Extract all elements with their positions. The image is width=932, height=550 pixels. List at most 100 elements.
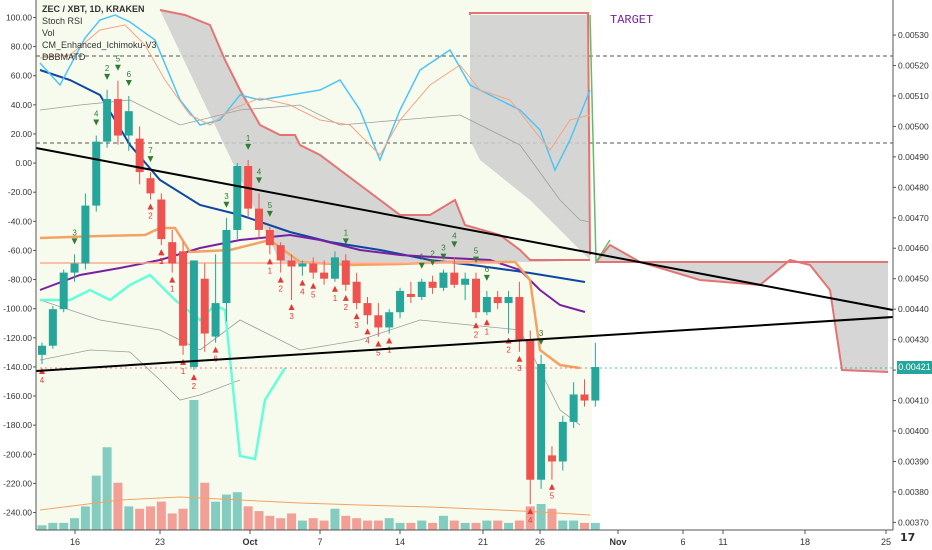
- x-tick-label: 18: [800, 537, 810, 547]
- sequence-down-triangle: [342, 294, 349, 301]
- candle-body: [179, 251, 188, 346]
- candle-body: [124, 111, 133, 136]
- sequence-up-label: 2: [430, 250, 435, 259]
- left-tick-label: -180.00: [3, 420, 32, 430]
- x-tick-label: 7: [317, 537, 322, 547]
- sequence-up-triangle: [429, 259, 436, 266]
- volume-bar: [48, 522, 58, 530]
- sequence-up-triangle: [256, 177, 262, 184]
- candle-body: [59, 272, 68, 310]
- sequence-down-label: 1: [387, 346, 392, 355]
- sequence-down-label: 5: [376, 349, 381, 358]
- candle-body: [70, 263, 79, 273]
- sequence-down-triangle: [473, 322, 479, 329]
- stoch-d-line: [39, 24, 591, 156]
- x-tick-label: Oct: [242, 537, 257, 547]
- candle-body: [472, 278, 480, 313]
- volume-bar: [558, 520, 568, 530]
- sequence-up-triangle: [451, 241, 458, 248]
- volume-bar: [124, 506, 134, 530]
- sequence-down-label: 3: [354, 321, 359, 330]
- volume-bar: [211, 501, 221, 530]
- sequence-down-triangle: [331, 285, 338, 292]
- sequence-down-triangle: [288, 304, 295, 311]
- candle-body: [352, 281, 361, 304]
- volume-bar: [417, 520, 427, 530]
- sequence-down-label: 3: [289, 312, 294, 321]
- candle-body: [287, 260, 296, 267]
- sequence-down-triangle: [483, 319, 490, 326]
- volume-ma: [39, 496, 591, 516]
- left-tick-label: -80.00: [8, 275, 32, 285]
- volume-bar: [287, 513, 297, 530]
- sequence-down-triangle: [266, 258, 273, 265]
- candle-body: [330, 257, 339, 279]
- volume-bar: [70, 518, 80, 530]
- volume-bar: [460, 522, 470, 530]
- left-tick-label: 100.00: [6, 12, 32, 22]
- sequence-up-label: 6: [127, 70, 132, 79]
- band-upper: [39, 99, 591, 223]
- left-tick-label: -160.00: [3, 391, 32, 401]
- sequence-down-triangle: [277, 276, 284, 283]
- legend-ichimoku[interactable]: CM_Enhanced_Ichimoku-V3: [42, 40, 157, 50]
- candle-body: [298, 263, 307, 267]
- sequence-down-label: 3: [517, 364, 522, 373]
- sequence-down-label: 1: [268, 266, 273, 275]
- volume-bar: [200, 482, 210, 530]
- candle-body: [374, 315, 383, 328]
- sequence-up-label: 5: [474, 247, 479, 256]
- volume-bar: [341, 515, 351, 530]
- trendlines: [35, 147, 894, 372]
- sequence-down-label: 1: [333, 294, 338, 303]
- volume-bar: [493, 520, 503, 530]
- candle-body: [309, 263, 318, 273]
- sequence-down-triangle: [353, 313, 360, 320]
- sequence-down-label: 2: [148, 212, 153, 221]
- right-tick-label: 0.00510: [898, 91, 929, 101]
- candle-body: [233, 166, 242, 230]
- sequence-up-label: 2: [105, 64, 110, 73]
- sequence-up-label: 3: [72, 228, 77, 237]
- sequence-down-label: 2: [506, 346, 511, 355]
- sequence-down-triangle: [147, 203, 154, 210]
- x-tick-label: 25: [881, 537, 891, 547]
- sequence-up-label: 6: [485, 265, 490, 274]
- candle-body: [515, 296, 524, 340]
- left-tick-label: -60.00: [8, 245, 32, 255]
- volume-bar: [276, 518, 286, 530]
- sequence-up-label: 3: [539, 329, 544, 338]
- sequence-down-label: 2: [278, 285, 283, 294]
- tradingview-logo[interactable]: 17: [900, 531, 916, 544]
- axes: 100.00 80.00 60.00 40.00 20.00 0.00 -20.00 -40.…: [3, 0, 929, 547]
- volume-bar: [113, 482, 123, 530]
- volume-bar: [297, 520, 307, 530]
- sequence-up-label: 4: [94, 110, 99, 119]
- volume-bar: [438, 515, 448, 530]
- volume-bar: [146, 506, 155, 530]
- sequence-marks: 3245673145112345634123112612345123451212…: [39, 55, 555, 525]
- volume-bar: [536, 504, 546, 530]
- candle-body: [103, 98, 112, 142]
- volume-bar: [243, 506, 253, 530]
- right-tick-label: 0.00460: [898, 243, 929, 253]
- candle-body: [439, 272, 448, 288]
- left-tick-label: -20.00: [8, 187, 32, 197]
- candle-body: [363, 303, 372, 316]
- legend-stoch-rsi[interactable]: Stoch RSI: [42, 16, 83, 26]
- sequence-down-triangle: [527, 508, 534, 515]
- trendline-descending: [35, 147, 894, 311]
- legend-title[interactable]: ZEC / XBT, 1D, KRAKEN: [42, 4, 145, 14]
- sequence-up-triangle: [223, 201, 230, 208]
- candle-body: [81, 205, 90, 264]
- sequence-down-label: 5: [311, 291, 316, 300]
- legend-dbbmatd[interactable]: DBBMATD: [42, 52, 86, 62]
- legend-volume[interactable]: Vol: [42, 28, 55, 38]
- sequence-up-triangle: [114, 64, 121, 71]
- right-tick-label: 0.00480: [898, 182, 929, 192]
- volume-bar: [265, 515, 275, 530]
- sequence-up-label: 1: [344, 228, 349, 237]
- candle-body: [276, 245, 285, 261]
- sequence-down-label: 2: [474, 330, 479, 339]
